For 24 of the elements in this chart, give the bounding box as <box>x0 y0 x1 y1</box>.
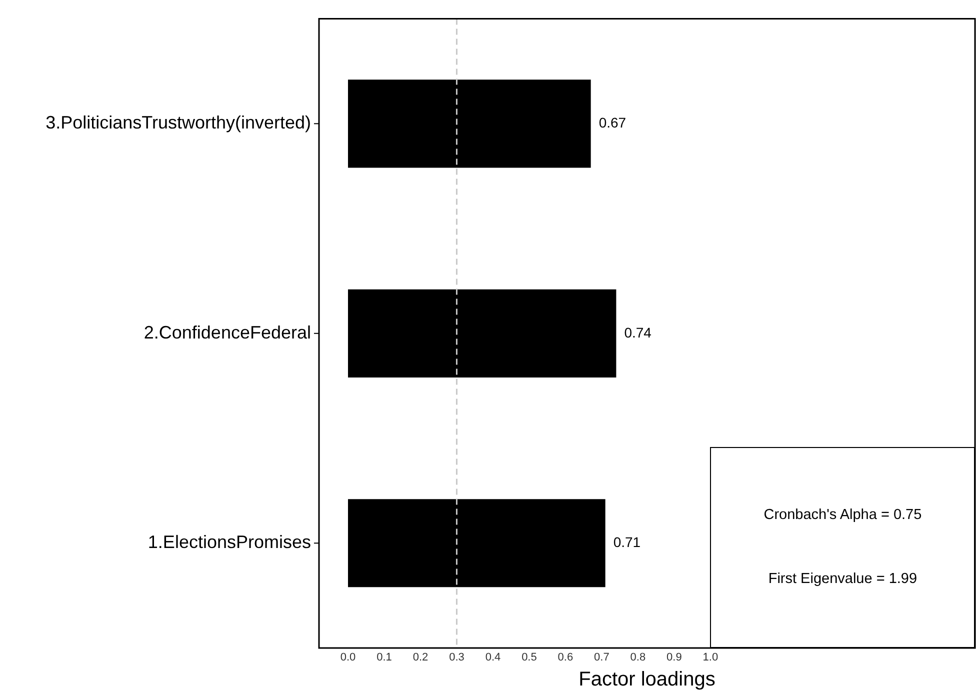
annotation: First Eigenvalue = 1.99 <box>768 571 918 588</box>
bar <box>348 499 606 588</box>
x-tick-label: 0.6 <box>558 652 574 664</box>
y-tick-label: 3.PoliticiansTrustworthy(inverted) <box>46 112 311 133</box>
bar <box>348 80 591 168</box>
bar <box>348 289 616 378</box>
x-tick-label: 1.0 <box>702 652 718 664</box>
y-tick-label: 2.ConfidenceFederal <box>144 322 311 342</box>
x-tick-label: 0.9 <box>666 652 682 664</box>
x-tick-label: 0.5 <box>522 652 537 664</box>
x-tick-label: 0.7 <box>594 652 610 664</box>
x-tick-label: 0.8 <box>630 652 646 664</box>
y-tick-label: 1.ElectionsPromises <box>148 532 311 552</box>
x-tick-label: 0.0 <box>340 652 356 664</box>
data-label: 0.67 <box>598 114 626 131</box>
data-label: 0.74 <box>624 324 652 340</box>
data-label: 0.71 <box>613 534 641 550</box>
note-box: Cronbach's Alpha = 0.75 First Eigenvalue = 1.99 <box>710 446 975 648</box>
x-axis-title: Factor loadings <box>578 668 716 691</box>
annotation: Cronbach's Alpha = 0.75 <box>764 507 922 524</box>
x-tick-label: 0.3 <box>449 652 464 664</box>
x-tick-label: 0.4 <box>485 652 501 664</box>
x-tick-label: 0.1 <box>376 652 392 664</box>
x-tick-label: 0.2 <box>412 652 428 664</box>
